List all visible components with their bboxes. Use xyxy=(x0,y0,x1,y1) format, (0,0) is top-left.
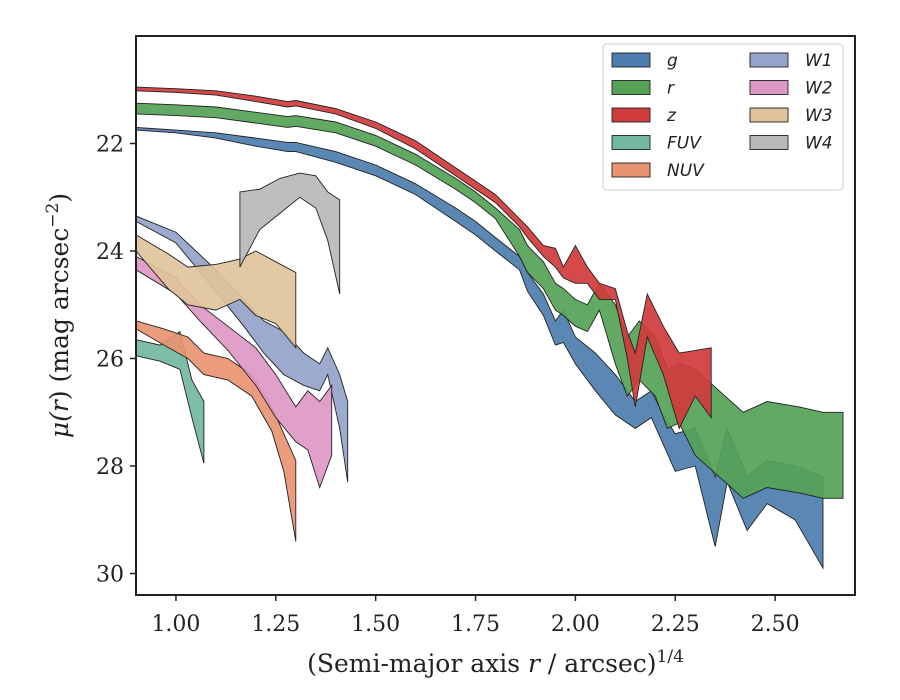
band-w3 xyxy=(136,234,297,350)
legend-label-nuv: NUV xyxy=(667,161,705,181)
x-tick-label: 1.50 xyxy=(351,612,400,637)
legend-label-w2: W2 xyxy=(805,79,833,99)
legend-swatch-w1 xyxy=(749,52,789,68)
y-tick-label: 30 xyxy=(96,563,124,588)
legend-swatch-nuv xyxy=(611,162,651,178)
legend-swatch-z xyxy=(611,107,651,123)
legend-label-fuv: FUV xyxy=(667,134,702,154)
x-tick-label: 2.00 xyxy=(551,612,600,637)
legend-swatch-fuv xyxy=(611,135,651,150)
legend-label-w4: W4 xyxy=(805,134,833,154)
legend-label-w1: W1 xyxy=(805,51,833,71)
legend-swatch-g xyxy=(611,52,651,68)
legend-swatch-r xyxy=(611,80,651,95)
band-z xyxy=(136,86,712,430)
y-tick-label: 22 xyxy=(96,133,124,158)
x-axis-ticks: 1.00 1.25 1.50 1.75 2.00 2.25 2.50 xyxy=(151,595,800,637)
legend: grz FUV NUV W1 W2 W3 W4 xyxy=(602,43,844,191)
band-w4 xyxy=(239,172,341,295)
legend-swatch-w2 xyxy=(749,80,789,95)
y-axis-label: μ(r) (mag arcsec−2) xyxy=(43,193,74,438)
legend-label-r: r xyxy=(667,79,675,99)
profile-bands xyxy=(136,86,844,570)
legend-swatch-w3 xyxy=(749,107,789,123)
x-tick-label: 1.00 xyxy=(151,612,200,637)
x-tick-label: 2.50 xyxy=(751,612,800,637)
x-tick-label: 1.75 xyxy=(451,612,500,637)
legend-swatch-w4 xyxy=(749,135,789,150)
band-r xyxy=(136,102,844,499)
band-nuv xyxy=(136,320,297,542)
legend-label-g: g xyxy=(667,51,678,71)
x-tick-label: 2.25 xyxy=(651,612,700,637)
plot-frame xyxy=(135,35,856,596)
y-tick-label: 28 xyxy=(96,455,124,480)
band-w2 xyxy=(136,255,333,489)
x-tick-label: 1.25 xyxy=(251,612,300,637)
band-g xyxy=(136,126,824,570)
y-axis-ticks: 22 24 26 28 30 xyxy=(96,133,136,588)
legend-label-z: z xyxy=(666,106,677,126)
y-tick-label: 24 xyxy=(96,240,124,265)
x-axis-label: (Semi-major axis r / arcsec)1/4 xyxy=(307,647,684,678)
y-tick-label: 26 xyxy=(96,348,124,373)
legend-label-w3: W3 xyxy=(805,106,833,126)
